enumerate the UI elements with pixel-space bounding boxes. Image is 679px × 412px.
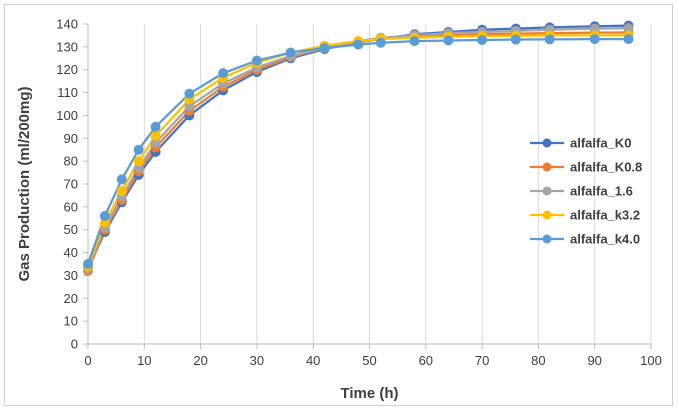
y-tick-label: 10 [64, 314, 78, 329]
series-line [86, 26, 629, 269]
y-tick-label: 60 [64, 199, 78, 214]
data-point [99, 211, 110, 221]
y-tick-label: 110 [57, 85, 78, 100]
x-tick-label: 20 [193, 353, 207, 368]
data-point [218, 68, 229, 79]
data-point [319, 43, 330, 53]
x-tick-label: 90 [587, 353, 601, 368]
y-axis-title: Gas Production (ml/200mg) [16, 86, 33, 281]
y-tick-label: 100 [56, 108, 78, 123]
series-line [86, 34, 629, 267]
data-point [623, 34, 634, 45]
legend-label: alfalfa_K0.8 [570, 160, 642, 175]
data-point [116, 185, 127, 196]
data-point [251, 55, 262, 66]
x-tick-label: 50 [362, 353, 376, 368]
tick-labels: 0 10 20 30 40 50 60 70 80 90 100 0 10 20 30 40 50 60 70 80 9… [56, 17, 662, 369]
legend-label: alfalfa_K0 [570, 136, 631, 151]
data-point [443, 35, 454, 46]
x-axis-title: Time (h) [340, 385, 398, 402]
data-point [133, 156, 144, 167]
data-point [116, 174, 127, 185]
data-point [133, 144, 144, 155]
data-point [477, 35, 488, 45]
y-tick-label: 80 [64, 154, 78, 169]
legend-swatch-marker [542, 138, 552, 148]
series-line [86, 37, 629, 265]
legend-swatch-marker [542, 162, 552, 172]
data-point [285, 47, 296, 58]
gridlines [143, 24, 652, 344]
x-tick-label: 70 [475, 353, 489, 368]
y-tick-label: 30 [64, 268, 78, 283]
y-tick-label: 130 [56, 39, 78, 54]
legend-swatch-marker [542, 234, 552, 244]
legend-swatch-marker [542, 210, 552, 220]
data-point [589, 34, 600, 45]
data-point [409, 36, 420, 47]
axes [83, 23, 652, 349]
y-tick-label: 90 [64, 131, 78, 146]
x-tick-label: 30 [250, 353, 264, 368]
x-tick-label: 0 [84, 353, 91, 368]
legend-swatch-marker [542, 186, 552, 196]
y-tick-label: 50 [64, 222, 78, 237]
series-markers [83, 20, 634, 276]
legend-label: alfalfa_k4.0 [570, 232, 640, 247]
y-tick-label: 70 [64, 177, 78, 192]
data-point [510, 34, 521, 45]
line-chart: 0 10 20 30 40 50 60 70 80 90 100 0 10 20 30 40 50 60 70 80 9… [16, 17, 662, 403]
y-tick-label: 120 [56, 62, 78, 77]
data-point [150, 121, 161, 132]
legend-label: alfalfa_k3.2 [570, 208, 640, 223]
y-tick-label: 40 [64, 245, 78, 260]
data-point [544, 34, 555, 45]
legend: alfalfa_K0 alfalfa_K0.8 alfalfa_1.6alfalfa… [530, 136, 642, 247]
chart-frame: 0 10 20 30 40 50 60 70 80 90 100 0 10 20 30 40 50 60 70 80 9… [4, 4, 673, 406]
data-point [150, 131, 161, 141]
y-tick-label: 20 [64, 291, 78, 306]
x-tick-label: 60 [419, 353, 433, 368]
x-tick-label: 80 [531, 353, 545, 368]
data-point [375, 37, 386, 48]
data-point [353, 39, 364, 50]
y-tick-label: 0 [71, 337, 78, 352]
x-tick-label: 10 [137, 353, 151, 368]
y-tick-label: 140 [56, 17, 78, 32]
data-point [83, 259, 93, 269]
legend-label: alfalfa_1.6 [570, 184, 633, 199]
series-lines [86, 24, 629, 272]
x-tick-label: 40 [306, 353, 320, 368]
data-point [184, 88, 195, 99]
x-tick-label: 100 [640, 353, 662, 368]
